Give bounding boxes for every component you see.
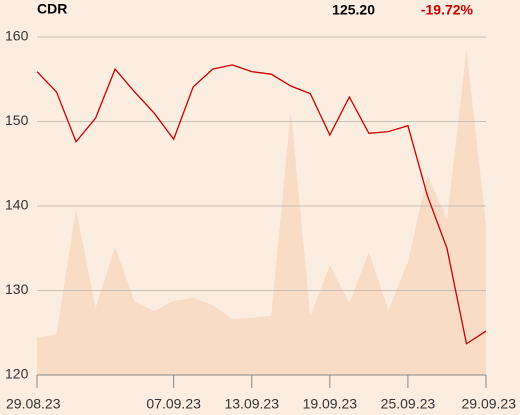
y-tick-label: 120 bbox=[5, 366, 29, 382]
x-tick-label: 25.09.23 bbox=[381, 396, 436, 412]
price: 125.20 bbox=[332, 2, 375, 18]
price-line bbox=[36, 64, 487, 345]
y-tick-label: 160 bbox=[5, 28, 29, 44]
change: -19.72% bbox=[421, 2, 474, 18]
chart-title: CDR bbox=[37, 1, 67, 17]
y-tick-label: 130 bbox=[5, 281, 29, 297]
x-tick-label: 29.08.23 bbox=[6, 396, 61, 412]
x-tick-label: 13.09.23 bbox=[224, 396, 279, 412]
x-tick-label: 19.09.23 bbox=[303, 396, 358, 412]
volume-area bbox=[37, 49, 486, 376]
y-tick-label: 140 bbox=[5, 197, 29, 213]
y-tick-label: 150 bbox=[5, 112, 29, 128]
x-tick-label: 29.09.23 bbox=[462, 396, 517, 412]
x-tick-label: 07.09.23 bbox=[146, 396, 201, 412]
